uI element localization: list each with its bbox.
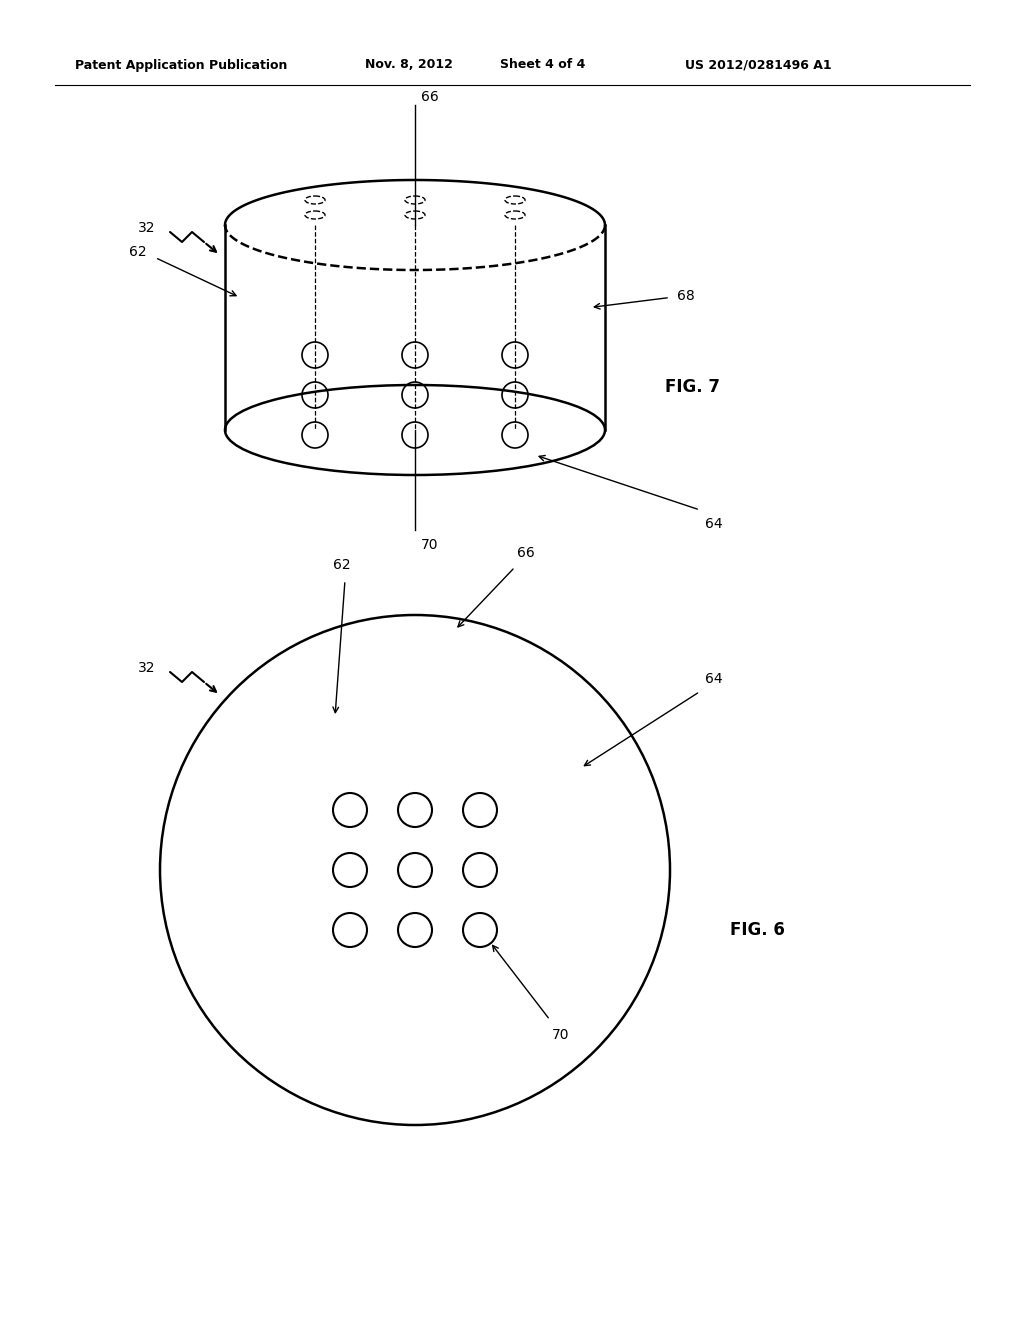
Text: 70: 70 [421,539,438,552]
Text: 62: 62 [333,558,351,572]
Text: 64: 64 [705,517,723,531]
Text: 64: 64 [705,672,723,686]
Text: FIG. 6: FIG. 6 [730,921,784,939]
Text: 66: 66 [517,546,535,560]
Text: 32: 32 [137,661,155,675]
Text: US 2012/0281496 A1: US 2012/0281496 A1 [685,58,831,71]
Text: 32: 32 [137,220,155,235]
Text: FIG. 7: FIG. 7 [665,379,720,396]
Text: Nov. 8, 2012: Nov. 8, 2012 [365,58,453,71]
Text: 66: 66 [421,90,438,104]
Text: 70: 70 [552,1028,569,1041]
Text: Sheet 4 of 4: Sheet 4 of 4 [500,58,586,71]
Text: 68: 68 [677,289,694,302]
Text: Patent Application Publication: Patent Application Publication [75,58,288,71]
Text: 62: 62 [129,246,147,260]
